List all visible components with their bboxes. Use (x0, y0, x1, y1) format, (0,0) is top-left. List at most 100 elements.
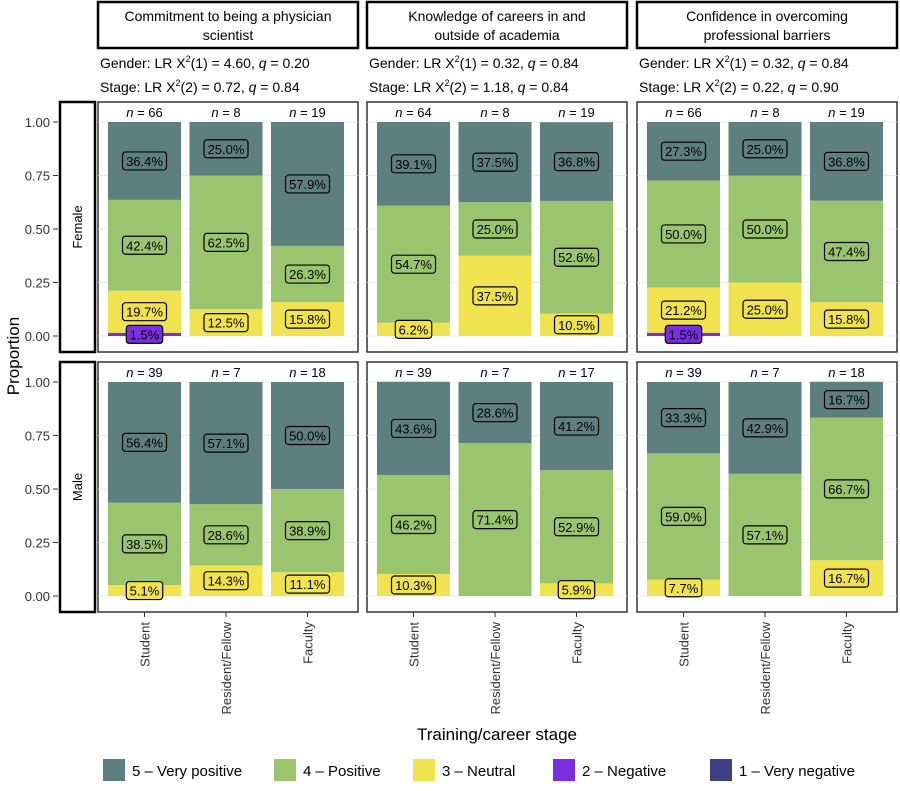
data-label: 38.9% (289, 524, 326, 539)
data-label-box (472, 286, 518, 306)
n-label: n = 7 (480, 365, 509, 380)
data-label: 1.5% (130, 327, 160, 342)
data-label: 19.7% (126, 305, 163, 320)
panel-title-strip (365, 0, 629, 50)
data-label: 59.0% (665, 509, 702, 524)
data-label: 12.5% (208, 316, 245, 331)
x-tick-label: Faculty (840, 622, 855, 664)
panel-title-strip (96, 0, 360, 50)
data-label: 10.5% (558, 318, 595, 333)
legend-item: 4 – Positive (274, 759, 381, 781)
data-label: 57.9% (289, 177, 326, 192)
legend-swatch (553, 759, 575, 781)
data-label-box (742, 299, 788, 319)
n-label: n = 17 (558, 365, 595, 380)
panel-3-male: n = 39 7.7% 59.0% 33.3% n = 7 57.1% 42.9% n = 1… (636, 361, 898, 613)
data-label: 16.7% (828, 571, 865, 586)
n-label: n = 18 (289, 365, 326, 380)
data-label-box (742, 219, 788, 239)
data-label-box (203, 313, 249, 333)
data-label: 6.2% (399, 322, 429, 337)
panel-title: Knowledge of careers in and outside of ac… (408, 8, 585, 43)
data-label-box (664, 578, 703, 598)
data-label-box (553, 416, 600, 436)
data-label: 15.8% (828, 312, 865, 327)
data-label-box (394, 319, 433, 339)
x-tick-label: Student (138, 622, 153, 667)
data-label-box (284, 574, 331, 594)
data-label-box (472, 510, 518, 530)
data-label: 7.7% (669, 581, 699, 596)
data-label-box (472, 219, 518, 239)
y-axis-label: Proportion (4, 317, 23, 395)
n-label: n = 8 (480, 105, 509, 120)
data-label: 43.6% (395, 421, 432, 436)
data-label: 5.1% (130, 584, 160, 599)
data-label-box (742, 525, 788, 545)
data-label-box (203, 571, 249, 591)
data-label-box (121, 534, 168, 554)
stat-stage: Stage: LR X2(2) = 0.22, q = 0.90 (639, 78, 839, 95)
data-label-box (121, 235, 168, 255)
data-label: 52.6% (558, 250, 595, 265)
data-label-box (660, 300, 707, 320)
data-label-box (472, 403, 518, 423)
data-label: 71.4% (477, 513, 514, 528)
data-label-box (664, 324, 703, 344)
data-label: 39.1% (395, 157, 432, 172)
n-label: n = 39 (395, 365, 432, 380)
data-label: 56.4% (126, 435, 163, 450)
data-label-box (823, 241, 870, 262)
x-tick-label: Student (407, 622, 422, 667)
data-label: 54.7% (395, 257, 432, 272)
data-label-box (203, 525, 249, 545)
legend-label: 3 – Neutral (442, 763, 515, 780)
data-label: 57.1% (208, 436, 245, 451)
legend-label: 1 – Very negative (739, 763, 855, 780)
legend-label: 5 – Very positive (132, 763, 242, 780)
row-strip-male (58, 360, 97, 614)
panel-title-strip (635, 0, 899, 50)
data-label: 38.5% (126, 537, 163, 552)
y-tick-label: 1.00 (25, 375, 50, 390)
x-axis-label: Training/career stage (417, 725, 577, 744)
data-label: 50.0% (747, 222, 784, 237)
data-label: 66.7% (828, 482, 865, 497)
y-tick-label: 0.50 (25, 482, 50, 497)
data-label-box (284, 521, 331, 541)
n-label: n = 19 (558, 105, 595, 120)
data-label: 25.0% (477, 222, 514, 237)
data-label: 36.8% (558, 155, 595, 170)
n-label: n = 8 (211, 105, 240, 120)
x-tick-label: Faculty (570, 622, 585, 664)
legend-swatch (710, 759, 732, 781)
data-label-box (390, 254, 437, 274)
data-label: 41.2% (558, 419, 595, 434)
data-label: 16.7% (828, 393, 865, 408)
data-label: 46.2% (395, 518, 432, 533)
n-label: n = 18 (828, 365, 865, 380)
data-label-box (121, 302, 168, 322)
data-label: 1.5% (669, 327, 699, 342)
panel-3-female: n = 66 1.5% 21.2% 50.0% 27.3% n = 8 25.0% 50.0%… (636, 101, 898, 353)
stat-gender: Gender: LR X2(1) = 0.32, q = 0.84 (369, 54, 579, 71)
data-label-box (553, 151, 600, 172)
data-label: 47.4% (828, 244, 865, 259)
data-label-box (553, 517, 600, 537)
data-label: 62.5% (208, 235, 245, 250)
data-label-box (553, 315, 600, 335)
panel-1-male: n = 39 5.1% 38.5% 56.4% n = 7 14.3% 28.6% 57.1%… (97, 361, 359, 613)
data-label-box (284, 174, 331, 194)
legend-item: 1 – Very negative (710, 759, 855, 781)
panel-2-female: n = 64 6.2% 54.7% 39.1% n = 8 37.5% 25.0% 37.5%… (366, 101, 628, 353)
x-tick-label: Faculty (301, 622, 316, 664)
data-label-box (823, 568, 870, 588)
data-label-box (823, 151, 870, 171)
data-label-box (284, 425, 331, 446)
y-tick-label: 0.50 (25, 222, 50, 237)
n-label: n = 7 (750, 365, 779, 380)
data-label-box (125, 324, 164, 344)
legend-item: 5 – Very positive (103, 759, 242, 781)
legend-item: 2 – Negative (553, 759, 666, 781)
data-label-box (823, 479, 870, 499)
